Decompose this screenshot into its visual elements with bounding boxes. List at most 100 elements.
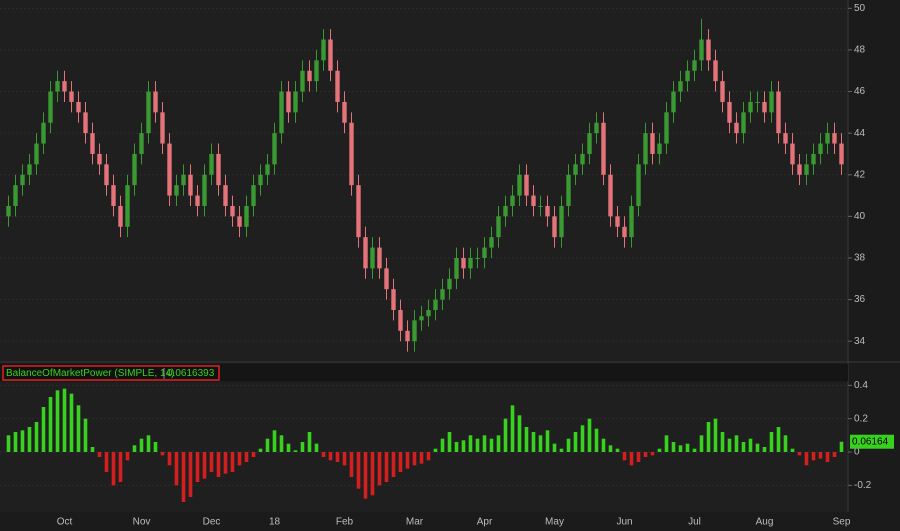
histogram-bar [783,435,788,452]
candle-body [370,247,375,269]
histogram-bar [412,452,417,466]
histogram-bar [594,428,599,452]
histogram-bar [790,448,795,452]
histogram-bar [251,452,256,457]
candle-body [671,91,676,113]
histogram-bar [650,452,655,456]
candle-body [797,164,802,175]
histogram-bar [111,452,116,486]
histogram-bar [601,438,606,452]
candle-body [636,164,641,206]
candle-body [244,205,249,227]
candle-body [90,133,95,154]
histogram-bar [475,438,480,452]
histogram-bar [524,427,529,452]
histogram-bar [447,432,452,452]
histogram-bar [587,418,592,452]
indicator-name: BalanceOfMarketPower (SIMPLE, 14) [6,368,174,379]
histogram-bar [657,448,662,452]
candle-body [181,174,186,186]
histogram-bar [503,418,508,452]
candle-body [391,289,396,310]
histogram-bar [489,438,494,452]
candle-body [335,70,340,102]
histogram-bar [286,443,291,452]
candle-body [279,91,284,134]
y-tick-label: -0.2 [854,480,872,491]
candle-body [587,133,592,154]
histogram-bar [20,430,25,452]
histogram-bar [804,452,809,466]
histogram-bar [244,452,249,462]
candle-body [363,237,368,269]
candle-body [594,122,599,134]
y-tick-label: 0.4 [854,380,868,391]
candle-body [34,143,39,165]
candle-body [713,60,718,82]
candle-body [265,164,270,175]
histogram-bar [517,415,522,452]
candle-body [160,112,165,144]
histogram-bar [272,430,277,452]
histogram-bar [307,432,312,452]
candle-body [741,112,746,134]
histogram-bar [27,427,32,452]
candle-body [300,70,305,92]
candle-body [349,122,354,186]
candle-body [524,174,529,196]
x-tick-label: Sep [833,517,851,528]
candle-body [496,216,501,238]
candle-body [692,60,697,71]
candle-body [783,133,788,144]
candle-body [475,257,480,259]
histogram-bar [314,443,319,452]
histogram-bar [97,452,102,457]
candle-body [461,257,466,269]
candle-body [601,122,606,175]
candle-body [517,174,522,196]
histogram-bar [125,452,130,461]
candle-body [132,153,137,186]
histogram-bar [706,422,711,452]
candle-body [328,39,333,71]
candle-body [13,185,18,206]
histogram-bar [580,425,585,452]
candle-body [811,153,816,165]
histogram-bar [104,452,109,472]
histogram-bar [391,452,396,477]
histogram-bar [195,452,200,482]
candle-body [482,247,487,258]
histogram-bar [482,435,487,452]
candle-body [818,143,823,154]
candle-body [20,174,25,186]
candle-body [734,122,739,134]
candle-body [419,316,424,321]
candle-body [538,205,543,207]
x-tick-label: Nov [133,517,151,528]
histogram-bar [202,452,207,479]
candle-body [727,101,732,123]
candle-body [552,216,557,238]
histogram-bar [300,442,305,452]
candle-body [615,216,620,227]
candle-body [489,237,494,248]
candle-body [118,205,123,227]
indicator-label-box [2,365,220,381]
histogram-bar [160,452,165,456]
y-tick-label: 50 [854,3,866,14]
candle-body [685,70,690,82]
current-value-label: 0.06164 [852,436,889,447]
candle-body [258,174,263,186]
x-tick-label: Apr [477,517,493,528]
histogram-bar [797,452,802,456]
candle-body [580,153,585,165]
histogram-bar [6,435,11,452]
candle-body [202,174,207,206]
y-tick-label: 38 [854,253,866,264]
candle-body [216,153,221,186]
histogram-bar [510,405,515,452]
candle-body [608,174,613,217]
y-tick-label: 0 [854,447,860,458]
histogram-bar [132,445,137,452]
